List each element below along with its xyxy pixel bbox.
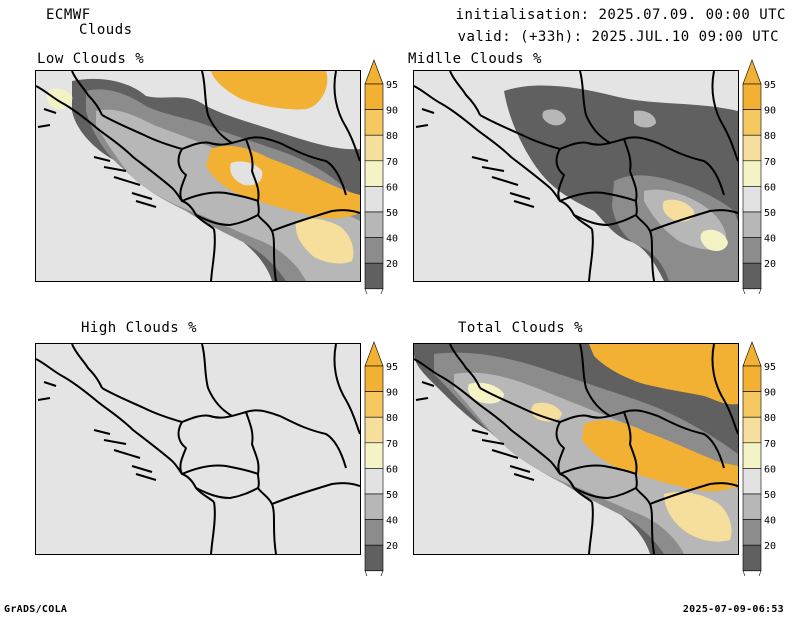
colorbar-segment xyxy=(364,237,384,264)
colorbar-level-label: 70 xyxy=(386,157,398,168)
colorbar-level-label: 40 xyxy=(764,516,776,527)
panel-title-total: Total Clouds % xyxy=(458,320,584,336)
colorbar-segment xyxy=(742,237,762,264)
colorbar-bottom-arrow xyxy=(742,570,762,596)
colorbar-segment xyxy=(742,519,762,546)
initialisation-time: initialisation: 2025.07.09. 00:00 UTC xyxy=(455,7,786,23)
colorbar-level-label: 60 xyxy=(386,464,398,475)
colorbar-segment xyxy=(742,365,762,392)
panel-title-low: Low Clouds % xyxy=(37,51,145,67)
colorbar-level-label: 90 xyxy=(386,388,398,399)
colorbar-level-label: 50 xyxy=(764,490,776,501)
colorbar-high: 95 90 80 70 60 50 40 20 xyxy=(363,340,403,596)
colorbar-level-label: 40 xyxy=(386,234,398,245)
colorbar-level-label: 40 xyxy=(764,234,776,245)
colorbar-segment xyxy=(742,544,762,572)
colorbar-bottom-arrow xyxy=(364,570,384,596)
colorbar-total: 95 90 80 70 60 50 40 20 xyxy=(741,340,781,596)
colorbar-low: 95 90 80 70 60 50 40 20 xyxy=(363,58,403,314)
colorbar-segment xyxy=(742,186,762,213)
colorbar-level-label: 80 xyxy=(386,131,398,142)
colorbar-level-label: 95 xyxy=(386,80,398,91)
colorbar-segment xyxy=(364,493,384,520)
colorbar-segment xyxy=(742,160,762,187)
colorbar-segment xyxy=(364,519,384,546)
colorbar-level-label: 50 xyxy=(386,208,398,219)
colorbar-segment xyxy=(364,83,384,110)
colorbar-segment xyxy=(364,468,384,495)
colorbar-segment xyxy=(364,160,384,187)
map-low-clouds xyxy=(35,70,361,282)
colorbar-level-label: 40 xyxy=(386,516,398,527)
colorbar-level-label: 80 xyxy=(386,413,398,424)
colorbar-bottom-arrow xyxy=(364,288,384,314)
colorbar-level-label: 60 xyxy=(386,182,398,193)
footer-software: GrADS/COLA xyxy=(4,604,68,615)
colorbar-top-arrow xyxy=(742,341,762,367)
colorbar-segment xyxy=(742,468,762,495)
colorbar-level-label: 50 xyxy=(764,208,776,219)
map-total-clouds xyxy=(413,343,739,555)
colorbar-level-label: 80 xyxy=(764,131,776,142)
colorbar-top-arrow xyxy=(364,59,384,85)
colorbar-segment xyxy=(364,544,384,572)
model-name: ECMWF xyxy=(46,7,91,23)
panel-title-high: High Clouds % xyxy=(81,320,198,336)
colorbar-segment xyxy=(742,262,762,290)
colorbar-level-label: 60 xyxy=(764,464,776,475)
colorbar-segment xyxy=(742,109,762,136)
colorbar-level-label: 80 xyxy=(764,413,776,424)
colorbar-level-label: 90 xyxy=(764,106,776,117)
colorbar-segment xyxy=(742,83,762,110)
colorbar-segment xyxy=(742,391,762,418)
panel-title-middle: Midlle Clouds % xyxy=(408,51,542,67)
valid-time: valid: (+33h): 2025.JUL.10 09:00 UTC xyxy=(457,29,779,45)
colorbar-segment xyxy=(742,134,762,162)
colorbar-level-label: 20 xyxy=(764,259,776,270)
colorbar-level-label: 20 xyxy=(764,541,776,552)
colorbar-top-arrow xyxy=(364,341,384,367)
colorbar-segment xyxy=(364,186,384,213)
colorbar-segment xyxy=(364,134,384,162)
colorbar-segment xyxy=(364,365,384,392)
colorbar-level-label: 95 xyxy=(764,362,776,373)
colorbar-level-label: 50 xyxy=(386,490,398,501)
colorbar-level-label: 20 xyxy=(386,259,398,270)
colorbar-level-label: 90 xyxy=(764,388,776,399)
colorbar-level-label: 70 xyxy=(764,157,776,168)
colorbar-level-label: 70 xyxy=(764,439,776,450)
colorbar-segment xyxy=(364,391,384,418)
colorbar-level-label: 95 xyxy=(764,80,776,91)
colorbar-segment xyxy=(364,109,384,136)
colorbar-segment xyxy=(742,442,762,469)
colorbar-level-label: 95 xyxy=(386,362,398,373)
colorbar-level-label: 60 xyxy=(764,182,776,193)
colorbar-segment xyxy=(742,211,762,238)
colorbar-level-label: 20 xyxy=(386,541,398,552)
colorbar-segment xyxy=(742,493,762,520)
colorbar-segment xyxy=(742,416,762,444)
colorbar-segment xyxy=(364,211,384,238)
colorbar-middle: 95 90 80 70 60 50 40 20 xyxy=(741,58,781,314)
footer-timestamp: 2025-07-09-06:53 xyxy=(682,604,784,615)
map-middle-clouds xyxy=(413,70,739,282)
colorbar-top-arrow xyxy=(742,59,762,85)
colorbar-level-label: 70 xyxy=(386,439,398,450)
map-high-clouds xyxy=(35,343,361,555)
colorbar-bottom-arrow xyxy=(742,288,762,314)
product-name: Clouds xyxy=(79,22,133,38)
colorbar-level-label: 90 xyxy=(386,106,398,117)
colorbar-segment xyxy=(364,416,384,444)
colorbar-segment xyxy=(364,262,384,290)
colorbar-segment xyxy=(364,442,384,469)
